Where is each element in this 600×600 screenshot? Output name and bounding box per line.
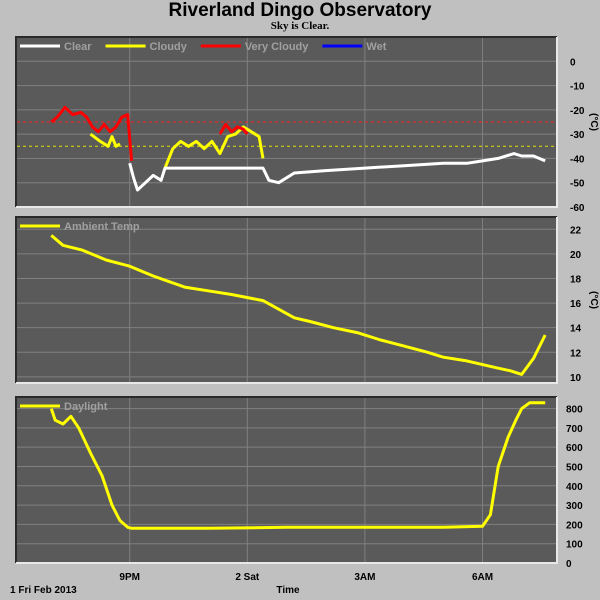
plot-bevel-light — [16, 37, 558, 208]
series-line-daylight — [49, 401, 546, 530]
legend-label: Ambient Temp — [64, 221, 140, 233]
y-tick-label: 12 — [570, 348, 582, 359]
plot-bevel-dark — [15, 36, 557, 207]
y-tick-label: -40 — [570, 154, 585, 165]
legend-label: Clear — [64, 41, 92, 53]
plot-area — [16, 217, 557, 383]
y-tick-label: 16 — [570, 299, 582, 310]
plot-bevel-dark — [15, 396, 557, 563]
series-line-very-cloudy — [218, 122, 249, 136]
x-tick-label: 9PM — [119, 572, 140, 583]
y-tick-label: 0 — [566, 559, 572, 570]
chart-panel-3: 0 100 200 300 400 500 600 700 800 Daylight — [15, 396, 583, 570]
legend-label: Very Cloudy — [245, 41, 309, 53]
y-tick-label: 500 — [566, 462, 583, 473]
y-tick-label: 300 — [566, 501, 583, 512]
plot-bevel-light — [16, 217, 558, 384]
y-axis-unit: (°C) — [588, 113, 599, 131]
y-tick-label: 0 — [570, 57, 576, 68]
sky-status-text: Sky is Clear. — [270, 20, 330, 32]
y-tick-label: 200 — [566, 520, 583, 531]
plot-bevel-dark — [15, 216, 557, 383]
legend-label: Wet — [366, 41, 386, 53]
legend-label: Daylight — [64, 401, 108, 413]
y-tick-label: -50 — [570, 179, 585, 190]
y-tick-label: 14 — [570, 324, 582, 335]
x-tick-label: 6AM — [472, 572, 493, 583]
series-line-ambient-temp — [50, 234, 547, 376]
x-tick-label: 2 Sat — [235, 572, 260, 583]
y-tick-label: 400 — [566, 482, 583, 493]
y-tick-label: 20 — [570, 250, 582, 261]
series-line-cloudy — [163, 125, 265, 169]
x-axis-label: Time — [276, 585, 300, 596]
series-line-clear — [128, 152, 546, 192]
legend-label: Cloudy — [150, 41, 188, 53]
chart-panel-1: 0 -10 -20 -30 -40 -50 -60 Clear Cloudy Very Cloud… — [15, 36, 599, 214]
y-tick-label: -30 — [570, 130, 585, 141]
y-tick-label: 800 — [566, 405, 583, 416]
y-tick-label: 600 — [566, 443, 583, 454]
plot-bevel-light — [16, 397, 558, 564]
series-line-very-cloudy — [50, 105, 134, 162]
y-tick-label: 10 — [570, 373, 582, 384]
y-tick-label: -60 — [570, 203, 585, 214]
y-tick-label: -20 — [570, 106, 585, 117]
x-tick-label: 3AM — [354, 572, 375, 583]
chart-panel-2: 10 12 14 16 18 20 22 Ambient Temp (°C) — [15, 216, 599, 384]
y-tick-label: 700 — [566, 424, 583, 435]
plot-area — [16, 397, 557, 563]
y-tick-label: 18 — [570, 274, 582, 285]
y-tick-label: -10 — [570, 82, 585, 93]
series-line-cloudy — [89, 132, 121, 148]
page-title: Riverland Dingo Observatory — [168, 0, 432, 21]
y-tick-label: 22 — [570, 225, 582, 236]
y-axis-unit: (°C) — [588, 291, 599, 309]
date-label: 1 Fri Feb 2013 — [10, 585, 77, 596]
y-tick-label: 100 — [566, 540, 583, 551]
